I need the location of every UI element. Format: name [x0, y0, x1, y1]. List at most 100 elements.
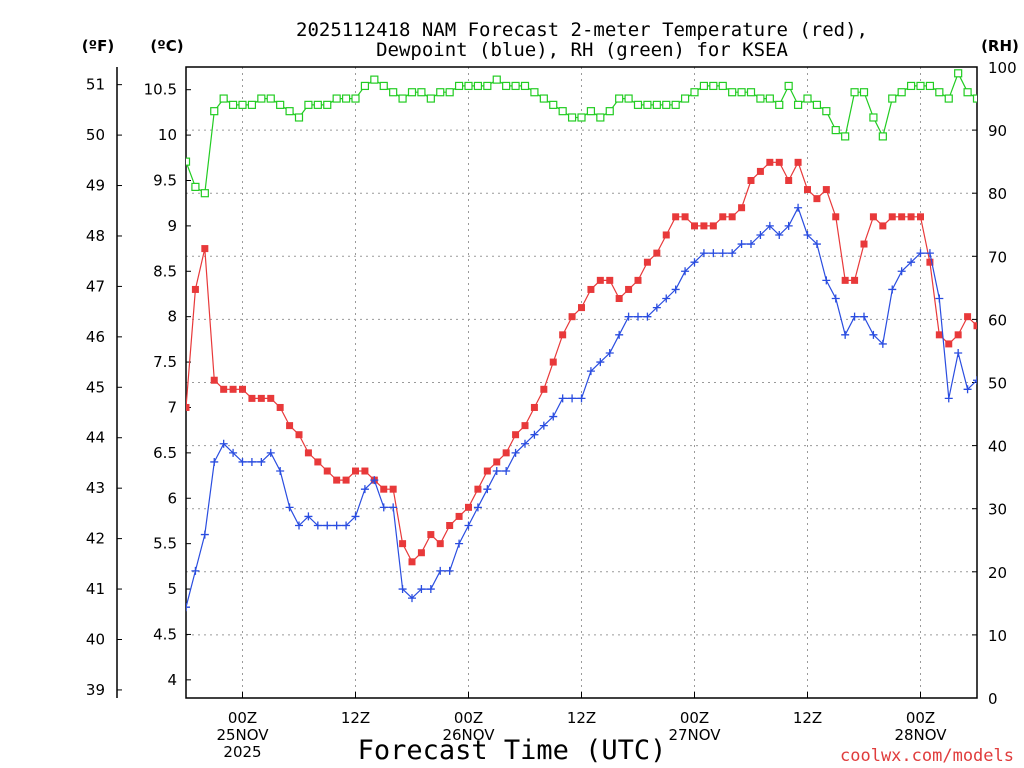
rh-point: [756, 94, 765, 103]
rh-point: [671, 100, 680, 109]
dewpoint-point: [784, 221, 793, 230]
fahrenheit-tick-label: 45: [86, 378, 105, 396]
dewpoint-point: [973, 376, 977, 385]
temperature-point: [446, 521, 454, 529]
celsius-tick-label: 5: [167, 580, 177, 598]
rh-point: [473, 81, 483, 91]
dewpoint-point: [521, 439, 529, 448]
dewpoint-point: [860, 312, 868, 321]
rh-point: [944, 94, 953, 103]
dewpoint-point: [351, 512, 360, 521]
rh-point: [266, 94, 275, 103]
rh-point: [963, 88, 972, 97]
dewpoint-point: [191, 566, 200, 575]
dewpoint-point: [295, 521, 303, 530]
rh-tick-label: 70: [988, 248, 1007, 266]
temperature-point: [587, 285, 595, 293]
dewpoint-point: [229, 448, 238, 457]
dewpoint-point: [210, 457, 219, 466]
dewpoint-point: [709, 249, 718, 258]
temperature-point: [568, 313, 576, 321]
temperature-point: [926, 258, 934, 266]
temperature-point: [738, 204, 746, 212]
dewpoint-point: [219, 439, 228, 448]
dewpoint-point: [803, 230, 812, 239]
rh-point: [897, 88, 906, 97]
fahrenheit-tick-label: 49: [86, 177, 105, 195]
temperature-point: [643, 258, 651, 266]
temperature-point: [832, 213, 840, 221]
dewpoint-point: [549, 412, 558, 421]
temperature-point: [822, 186, 830, 194]
fahrenheit-tick-label: 41: [86, 580, 105, 598]
temperature-point: [465, 503, 472, 511]
rh-point: [784, 81, 793, 91]
rh-point: [596, 113, 605, 122]
temperature-point: [879, 222, 887, 230]
dewpoint-point: [662, 294, 671, 303]
rh-point: [436, 88, 445, 97]
dewpoint-point: [464, 521, 473, 530]
dewpoint-point: [370, 476, 379, 485]
rh-point: [850, 88, 859, 97]
rh-point: [398, 94, 407, 103]
dewpoint-point: [558, 394, 567, 403]
rh-point: [360, 81, 370, 91]
rh-point: [539, 94, 548, 103]
celsius-tick-label: 6: [167, 489, 177, 507]
temperature-point: [917, 213, 924, 221]
dewpoint-point: [304, 512, 313, 521]
temperature-point: [596, 276, 604, 284]
rh-point: [765, 94, 774, 103]
temperature-point: [653, 249, 661, 257]
rh-tick-label: 90: [988, 122, 1007, 140]
rh-point: [972, 94, 977, 103]
dewpoint-line: [186, 206, 977, 608]
fahrenheit-tick-label: 46: [86, 328, 105, 346]
dewpoint-point: [935, 294, 944, 303]
temperature-point: [493, 458, 501, 466]
temperature-point: [559, 331, 567, 339]
temperature-point: [728, 213, 736, 221]
rh-point: [445, 88, 454, 97]
temperature-point: [248, 394, 256, 402]
dewpoint-point: [831, 294, 840, 303]
dewpoint-point: [624, 312, 633, 321]
dewpoint-point: [888, 285, 897, 294]
fahrenheit-tick-label: 43: [86, 479, 105, 497]
rh-point: [191, 182, 200, 191]
rh-tick-label: 40: [988, 438, 1007, 456]
rh-point: [793, 100, 803, 109]
rh-point: [737, 88, 746, 97]
rh-point: [812, 100, 822, 109]
dewpoint-point: [568, 394, 577, 403]
chart-title-line-2: Dewpoint (blue), RH (green) for KSEA: [376, 39, 788, 61]
rh-point: [332, 94, 341, 103]
dewpoint-point: [266, 448, 275, 457]
rh-point: [925, 81, 935, 91]
dewpoint-point: [812, 240, 821, 249]
fahrenheit-tick-label: 51: [86, 76, 105, 94]
rh-point: [520, 81, 530, 91]
x-tick-label: 26NOV: [442, 726, 495, 744]
dewpoint-point: [652, 303, 661, 312]
temperature-point: [964, 313, 972, 321]
rh-point: [454, 81, 464, 91]
rh-point: [389, 88, 398, 97]
dewpoint-point: [822, 276, 831, 285]
x-tick-label: 00Z: [906, 709, 935, 727]
celsius-tick-label: 4.5: [153, 625, 177, 643]
rh-point: [577, 113, 586, 122]
rh-point: [379, 81, 388, 91]
temperature-point: [540, 385, 548, 393]
x-tick-label: 00Z: [680, 709, 709, 727]
rh-point: [351, 94, 360, 103]
dewpoint-point: [586, 367, 595, 376]
temperature-point: [191, 285, 199, 293]
dewpoint-point: [718, 249, 727, 258]
rh-point: [417, 88, 426, 97]
celsius-tick-label: 8: [167, 308, 177, 326]
x-tick-label: 00Z: [228, 709, 257, 727]
rh-point: [200, 189, 209, 198]
